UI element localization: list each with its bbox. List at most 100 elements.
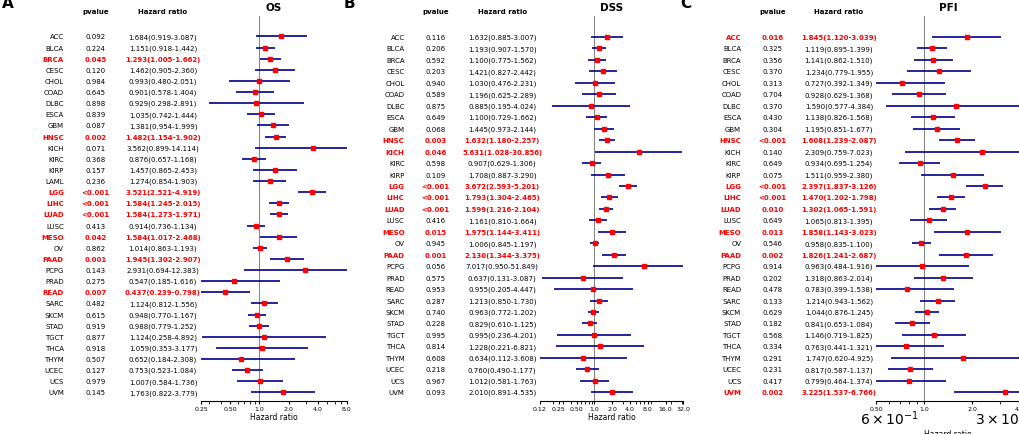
Text: SARC: SARC — [722, 298, 741, 304]
Text: 0.228: 0.228 — [425, 321, 445, 327]
Text: 1.457(0.865-2.453): 1.457(0.865-2.453) — [128, 168, 197, 174]
Text: 0.071: 0.071 — [86, 145, 105, 151]
Text: PRAD: PRAD — [721, 275, 741, 281]
Text: THYM: THYM — [44, 356, 64, 362]
Text: CESC: CESC — [722, 69, 741, 75]
Text: 0.928(0.629-1.368): 0.928(0.629-1.368) — [804, 92, 872, 99]
Text: <0.001: <0.001 — [82, 190, 109, 196]
Text: 0.334: 0.334 — [761, 344, 782, 349]
Text: 0.589: 0.589 — [425, 92, 445, 98]
Text: 0.799(0.464-1.374): 0.799(0.464-1.374) — [804, 378, 872, 384]
X-axis label: Hazard ratio: Hazard ratio — [923, 429, 971, 434]
Text: MESO: MESO — [717, 229, 741, 235]
Text: 1.470(1.202-1.798): 1.470(1.202-1.798) — [800, 195, 876, 201]
Text: 0.817(0.587-1.137): 0.817(0.587-1.137) — [804, 366, 872, 373]
Text: 0.370: 0.370 — [761, 69, 782, 75]
Text: 1.007(0.584-1.736): 1.007(0.584-1.736) — [128, 378, 197, 385]
Text: 2.397(1.837-3.126): 2.397(1.837-3.126) — [800, 184, 875, 190]
Text: 0.575: 0.575 — [425, 275, 445, 281]
Text: 7.017(0.950-51.849): 7.017(0.950-51.849) — [466, 263, 538, 270]
Text: TGCT: TGCT — [385, 332, 405, 338]
Text: <0.001: <0.001 — [757, 195, 786, 201]
Text: 1.196(0.625-2.289): 1.196(0.625-2.289) — [468, 92, 536, 99]
Text: 0.649: 0.649 — [761, 218, 782, 224]
Text: KIRC: KIRC — [725, 161, 741, 167]
Text: 0.325: 0.325 — [761, 46, 782, 53]
Text: 2.130(1.344-3.375): 2.130(1.344-3.375) — [464, 252, 540, 258]
Text: 0.203: 0.203 — [425, 69, 445, 75]
Text: 0.287: 0.287 — [425, 298, 445, 304]
Text: 0.598: 0.598 — [425, 161, 445, 167]
Text: 0.914: 0.914 — [761, 263, 782, 270]
Text: 1.482(1.154-1.902): 1.482(1.154-1.902) — [125, 134, 201, 140]
Text: LAML: LAML — [45, 179, 64, 184]
Text: TGCT: TGCT — [45, 334, 64, 340]
Text: 0.231: 0.231 — [761, 366, 782, 372]
Text: pvalue: pvalue — [422, 9, 448, 15]
Text: LUSC: LUSC — [46, 223, 64, 229]
Text: 0.003: 0.003 — [424, 138, 446, 144]
Text: LIHC: LIHC — [386, 195, 405, 201]
Text: 0.862: 0.862 — [86, 245, 105, 251]
Text: ACC: ACC — [725, 35, 741, 41]
Text: STAD: STAD — [722, 321, 741, 327]
Text: 1.302(1.065-1.591): 1.302(1.065-1.591) — [801, 207, 875, 212]
Text: 0.934(0.695-1.254): 0.934(0.695-1.254) — [804, 161, 872, 167]
Text: 0.727(0.392-1.349): 0.727(0.392-1.349) — [804, 80, 872, 87]
Text: C: C — [680, 0, 691, 11]
Text: BLCA: BLCA — [722, 46, 741, 53]
Text: 1.213(0.850-1.730): 1.213(0.850-1.730) — [468, 298, 536, 304]
Text: UCEC: UCEC — [385, 366, 405, 372]
Text: 1.293(1.005-1.662): 1.293(1.005-1.662) — [125, 56, 201, 62]
Text: 0.109: 0.109 — [425, 172, 445, 178]
Text: 0.001: 0.001 — [85, 256, 106, 262]
Text: 0.592: 0.592 — [425, 58, 445, 64]
Text: COAD: COAD — [384, 92, 405, 98]
Text: THCA: THCA — [721, 344, 741, 349]
Text: 0.356: 0.356 — [761, 58, 782, 64]
Text: MESO: MESO — [381, 229, 405, 235]
Text: THCA: THCA — [385, 344, 405, 349]
Text: 0.955(0.205-4.447): 0.955(0.205-4.447) — [468, 286, 536, 293]
Text: A: A — [2, 0, 14, 11]
Text: 0.182: 0.182 — [761, 321, 782, 327]
Text: 3.521(2.521-4.919): 3.521(2.521-4.919) — [125, 190, 201, 196]
Text: 0.958(0.835-1.100): 0.958(0.835-1.100) — [804, 240, 872, 247]
Text: LIHC: LIHC — [722, 195, 741, 201]
Text: 0.995: 0.995 — [425, 332, 445, 338]
Text: 1.014(0.863-1.193): 1.014(0.863-1.193) — [128, 245, 197, 251]
Text: 0.546: 0.546 — [761, 241, 782, 247]
Text: DSS: DSS — [599, 3, 623, 13]
Text: 0.615: 0.615 — [86, 312, 105, 318]
Text: PFI: PFI — [938, 3, 957, 13]
Text: <0.001: <0.001 — [421, 184, 449, 190]
Text: LUSC: LUSC — [386, 218, 405, 224]
Text: 0.649: 0.649 — [425, 115, 445, 121]
Text: 0.218: 0.218 — [425, 366, 445, 372]
Text: 3.225(1.537-6.766): 3.225(1.537-6.766) — [801, 389, 875, 395]
Text: 0.547(0.185-1.616): 0.547(0.185-1.616) — [128, 278, 197, 285]
Text: HNSC: HNSC — [382, 138, 405, 144]
Text: 1.945(1.302-2.907): 1.945(1.302-2.907) — [125, 256, 201, 262]
Text: 0.056: 0.056 — [425, 263, 445, 270]
Text: 0.753(0.523-1.084): 0.753(0.523-1.084) — [128, 367, 197, 374]
Text: 1.599(1.216-2.104): 1.599(1.216-2.104) — [464, 207, 539, 212]
Text: BRCA: BRCA — [43, 56, 64, 62]
Text: STAD: STAD — [386, 321, 405, 327]
Text: 0.417: 0.417 — [761, 378, 782, 384]
Text: UVM: UVM — [48, 390, 64, 395]
X-axis label: Hazard ratio: Hazard ratio — [250, 412, 298, 421]
Text: BLCA: BLCA — [46, 46, 64, 52]
Text: <0.001: <0.001 — [757, 184, 786, 190]
Text: 1.632(1.180-2.257): 1.632(1.180-2.257) — [465, 138, 539, 144]
Text: 0.133: 0.133 — [761, 298, 782, 304]
Text: 1.012(0.581-1.763): 1.012(0.581-1.763) — [468, 378, 536, 384]
Text: HNSC: HNSC — [42, 134, 64, 140]
Text: 0.304: 0.304 — [761, 126, 782, 132]
Text: pvalue: pvalue — [82, 9, 109, 15]
Text: pvalue: pvalue — [758, 9, 785, 15]
Text: 1.511(0.959-2.380): 1.511(0.959-2.380) — [804, 172, 872, 178]
Text: 0.370: 0.370 — [761, 104, 782, 109]
Text: GBM: GBM — [48, 123, 64, 129]
Text: COAD: COAD — [44, 90, 64, 96]
